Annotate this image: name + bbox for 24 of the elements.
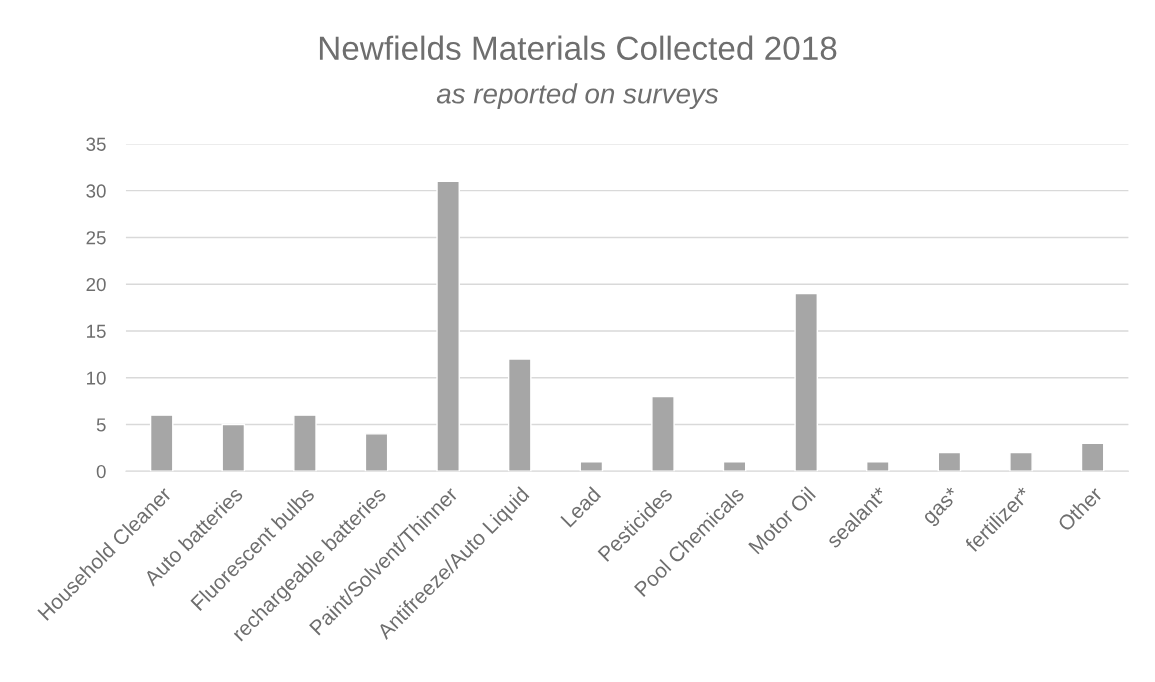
chart-subtitle: as reported on surveys <box>436 83 719 110</box>
bar <box>722 461 747 472</box>
y-tick-label: 25 <box>86 231 106 245</box>
bar <box>436 180 460 472</box>
y-tick-label: 20 <box>86 277 106 292</box>
bar <box>364 433 389 472</box>
chart-title: Newfields Materials Collected 2018 <box>319 35 837 61</box>
bar <box>937 451 962 472</box>
y-tick-label: 5 <box>96 418 106 432</box>
bar <box>1080 442 1105 472</box>
bar <box>651 395 675 472</box>
y-tick-label: 15 <box>87 324 106 338</box>
y-tick-label: 30 <box>86 184 106 198</box>
bar <box>221 423 246 472</box>
bar <box>866 461 890 472</box>
y-tick-label: 0 <box>96 464 106 479</box>
bar <box>507 358 532 472</box>
y-tick-label: 10 <box>87 371 106 385</box>
bar <box>794 292 818 472</box>
bar <box>1009 451 1033 472</box>
y-tick-label: 35 <box>86 137 106 151</box>
bar <box>293 414 317 472</box>
bar <box>149 414 174 472</box>
bar <box>579 461 604 472</box>
